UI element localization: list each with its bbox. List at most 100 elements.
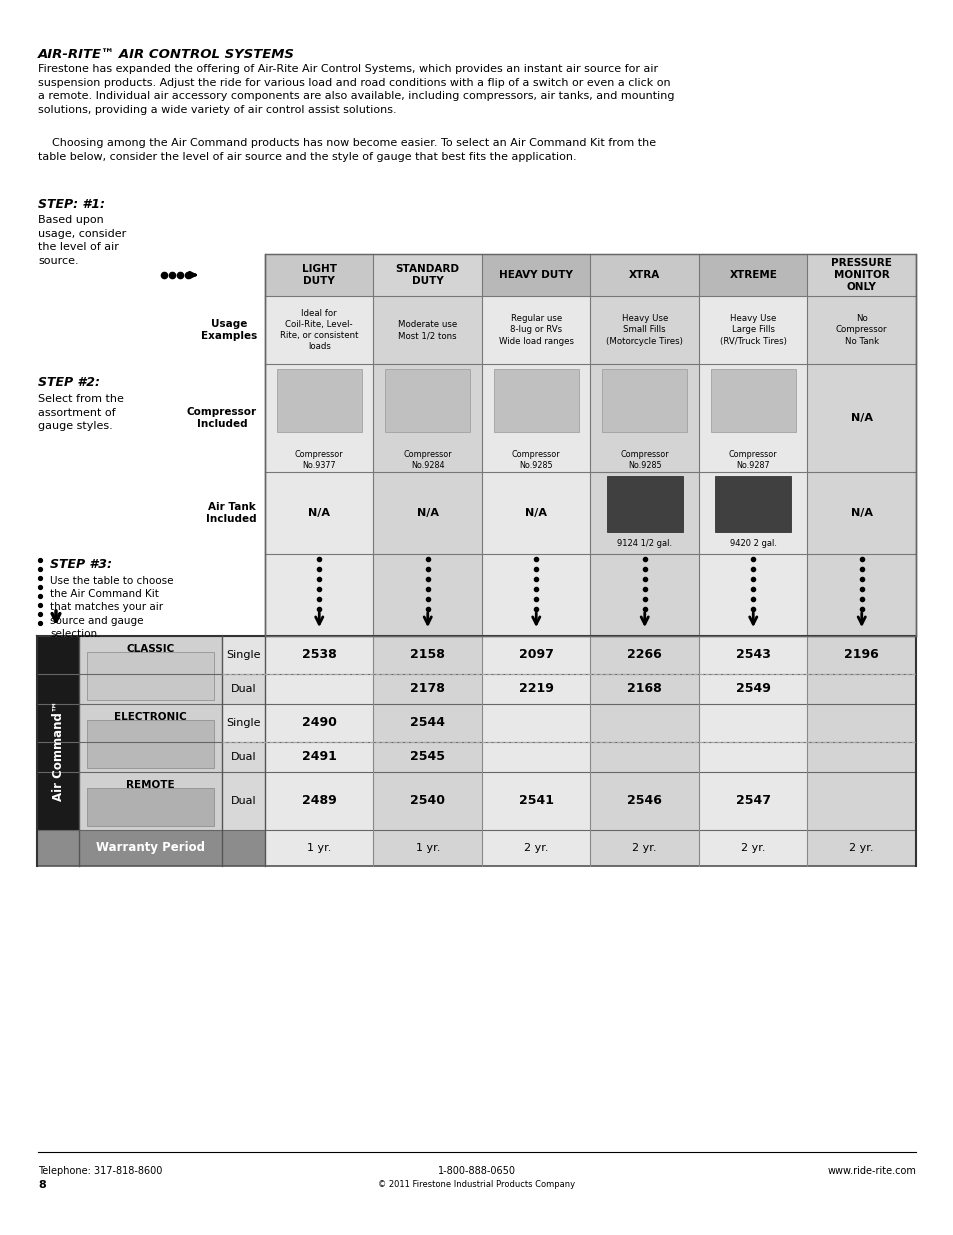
- Text: 1 yr.: 1 yr.: [416, 844, 439, 853]
- Bar: [265, 636, 374, 674]
- Text: 2543: 2543: [735, 648, 770, 662]
- Text: 2544: 2544: [410, 716, 445, 730]
- Bar: [699, 772, 806, 830]
- Bar: [715, 475, 790, 532]
- Bar: [222, 742, 265, 772]
- Bar: [374, 364, 481, 472]
- Text: 2545: 2545: [410, 751, 445, 763]
- Bar: [699, 254, 806, 296]
- Text: Compressor
No.9285: Compressor No.9285: [619, 451, 668, 469]
- Bar: [374, 674, 481, 704]
- Text: Compressor
No.9377: Compressor No.9377: [294, 451, 343, 469]
- Text: 2489: 2489: [301, 794, 336, 808]
- Bar: [481, 674, 590, 704]
- Text: Single: Single: [226, 650, 260, 659]
- Bar: [265, 254, 374, 296]
- Text: 2168: 2168: [627, 683, 661, 695]
- Bar: [265, 772, 374, 830]
- Text: LIGHT
DUTY: LIGHT DUTY: [301, 264, 336, 285]
- Bar: [590, 830, 699, 866]
- Bar: [590, 674, 699, 704]
- Bar: [590, 772, 699, 830]
- Text: 2 yr.: 2 yr.: [523, 844, 548, 853]
- Bar: [374, 254, 481, 296]
- Bar: [222, 636, 265, 674]
- Bar: [37, 830, 265, 866]
- Bar: [590, 472, 699, 555]
- Text: Choosing among the Air Command products has now become easier. To select an Air : Choosing among the Air Command products …: [38, 138, 656, 162]
- Bar: [806, 472, 915, 555]
- Bar: [699, 830, 806, 866]
- Text: CLASSIC: CLASSIC: [126, 643, 174, 655]
- Bar: [265, 674, 374, 704]
- Bar: [79, 704, 222, 772]
- Bar: [374, 742, 481, 772]
- Bar: [374, 555, 481, 636]
- Bar: [374, 830, 481, 866]
- Bar: [699, 704, 806, 742]
- Text: Based upon
usage, consider
the level of air
source.: Based upon usage, consider the level of …: [38, 215, 126, 266]
- Bar: [374, 636, 481, 674]
- Bar: [699, 636, 806, 674]
- Bar: [265, 254, 915, 636]
- Bar: [276, 369, 361, 432]
- Bar: [699, 555, 806, 636]
- Bar: [87, 788, 213, 826]
- Bar: [222, 772, 265, 830]
- Text: 2219: 2219: [518, 683, 553, 695]
- Bar: [87, 720, 213, 768]
- Text: © 2011 Firestone Industrial Products Company: © 2011 Firestone Industrial Products Com…: [378, 1179, 575, 1189]
- Bar: [222, 704, 265, 742]
- Bar: [699, 674, 806, 704]
- Bar: [265, 472, 374, 555]
- Text: 2266: 2266: [627, 648, 661, 662]
- Bar: [590, 364, 699, 472]
- Text: 2 yr.: 2 yr.: [740, 844, 764, 853]
- Text: Single: Single: [226, 718, 260, 727]
- Text: Use the table to choose
the Air Command Kit
that matches your air
source and gau: Use the table to choose the Air Command …: [50, 576, 173, 638]
- Bar: [374, 772, 481, 830]
- Text: N/A: N/A: [308, 508, 330, 517]
- Text: N/A: N/A: [525, 508, 547, 517]
- Bar: [806, 296, 915, 364]
- Text: PRESSURE
MONITOR
ONLY: PRESSURE MONITOR ONLY: [830, 258, 891, 291]
- Text: Compressor
No.9285: Compressor No.9285: [512, 451, 560, 469]
- Text: 2196: 2196: [843, 648, 879, 662]
- Bar: [601, 369, 686, 432]
- Bar: [606, 475, 682, 532]
- Bar: [481, 636, 590, 674]
- Text: 2491: 2491: [301, 751, 336, 763]
- Bar: [222, 674, 265, 704]
- Text: 8: 8: [38, 1179, 46, 1191]
- Text: Regular use
8-lug or RVs
Wide load ranges: Regular use 8-lug or RVs Wide load range…: [498, 315, 573, 346]
- Text: STANDARD
DUTY: STANDARD DUTY: [395, 264, 459, 285]
- Bar: [806, 772, 915, 830]
- Text: 2547: 2547: [735, 794, 770, 808]
- Bar: [806, 674, 915, 704]
- Text: No
Compressor
No Tank: No Compressor No Tank: [835, 315, 886, 346]
- Text: Moderate use
Most 1/2 tons: Moderate use Most 1/2 tons: [397, 320, 456, 340]
- Bar: [699, 296, 806, 364]
- Bar: [699, 364, 806, 472]
- Bar: [590, 742, 699, 772]
- Text: Heavy Use
Large Fills
(RV/Truck Tires): Heavy Use Large Fills (RV/Truck Tires): [720, 315, 786, 346]
- Text: N/A: N/A: [850, 412, 872, 424]
- Text: 2097: 2097: [518, 648, 553, 662]
- Text: Warranty Period: Warranty Period: [96, 841, 205, 855]
- Text: 2538: 2538: [301, 648, 336, 662]
- Bar: [590, 704, 699, 742]
- Text: 2540: 2540: [410, 794, 445, 808]
- Text: Dual: Dual: [231, 684, 256, 694]
- Bar: [699, 742, 806, 772]
- Bar: [590, 296, 699, 364]
- Bar: [87, 652, 213, 700]
- Bar: [806, 555, 915, 636]
- Text: Ideal for
Coil-Rite, Level-
Rite, or consistent
loads: Ideal for Coil-Rite, Level- Rite, or con…: [280, 309, 358, 351]
- Text: 1 yr.: 1 yr.: [307, 844, 331, 853]
- Bar: [79, 636, 222, 704]
- Text: 2178: 2178: [410, 683, 445, 695]
- Text: 2 yr.: 2 yr.: [848, 844, 873, 853]
- Text: XTREME: XTREME: [728, 270, 777, 280]
- Bar: [481, 772, 590, 830]
- Bar: [699, 472, 806, 555]
